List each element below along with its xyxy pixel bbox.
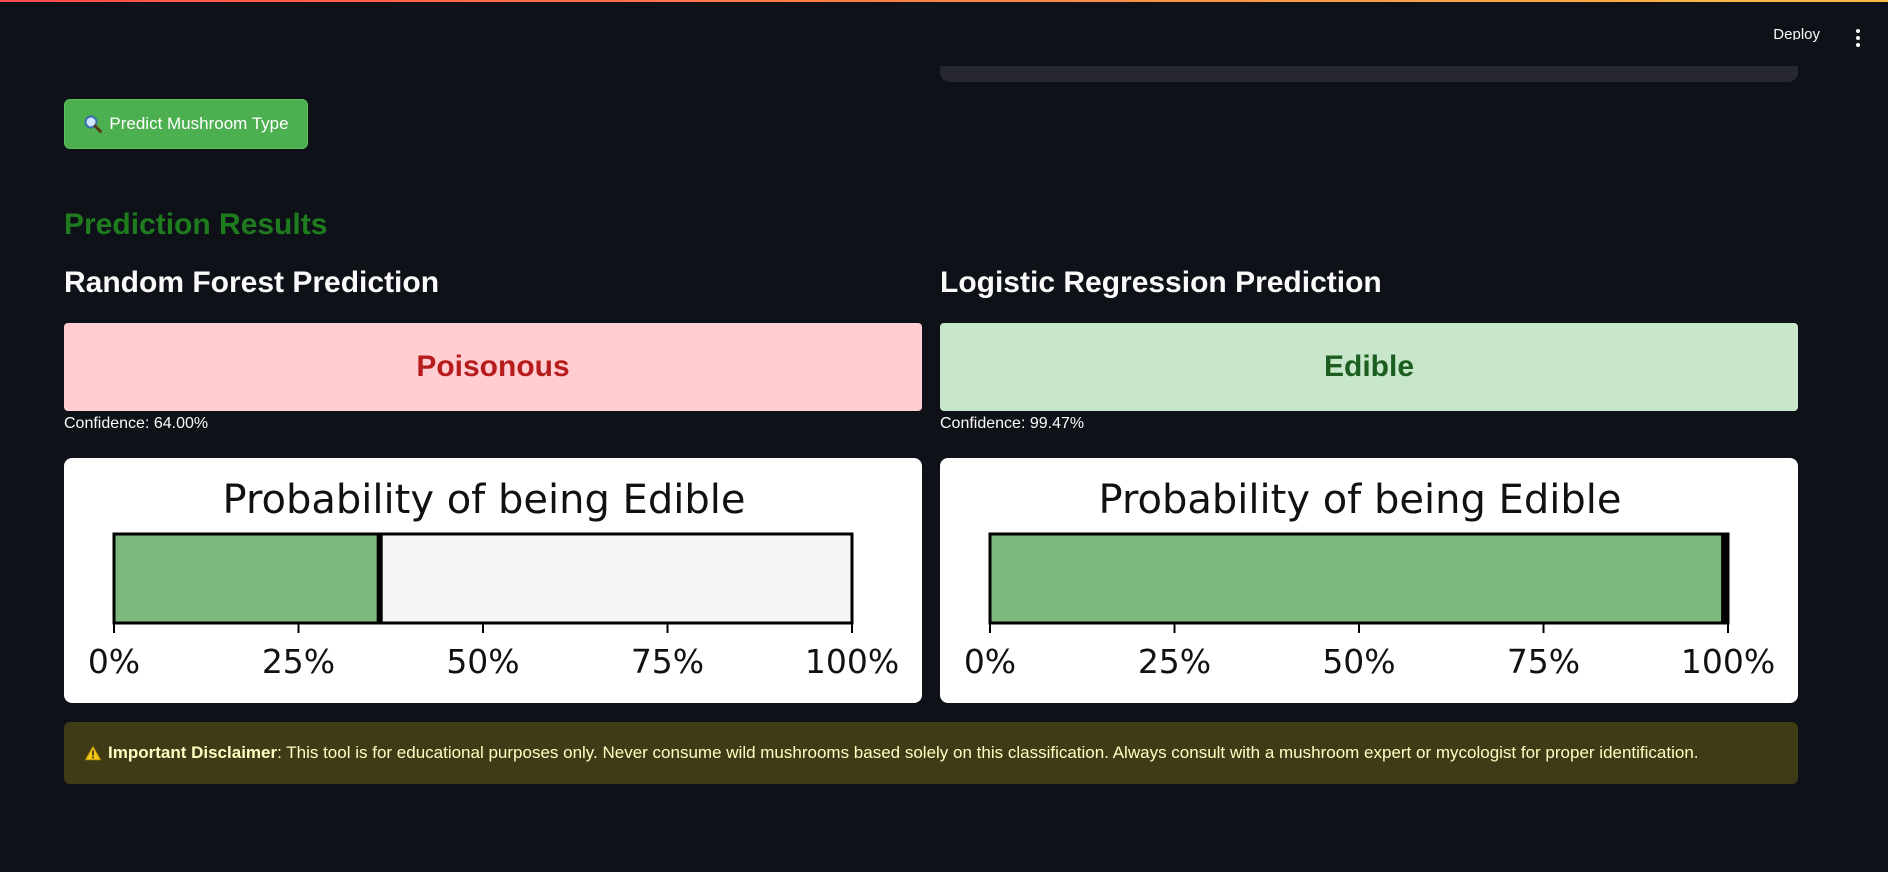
tick-label: 75%: [1507, 642, 1580, 681]
disclaimer-banner: Important Disclaimer: This tool is for e…: [64, 722, 1798, 784]
tick-label: 75%: [631, 642, 704, 681]
edible-bar: [114, 534, 380, 623]
remainder-bar: [379, 534, 852, 623]
chart-title: Probability of being Edible: [223, 477, 746, 523]
tick-label: 25%: [1138, 642, 1211, 681]
edible-bar: [990, 534, 1725, 623]
tick-label: 25%: [262, 642, 335, 681]
chart-title: Probability of being Edible: [1099, 477, 1622, 523]
predict-button-label: Predict Mushroom Type: [109, 114, 289, 133]
random-forest-verdict: Poisonous: [64, 323, 922, 411]
warning-icon: [84, 745, 102, 761]
tick-label: 0%: [964, 642, 1016, 681]
random-forest-probability-chart: Probability of being Edible 0% 25% 50% 75% 10…: [64, 458, 922, 703]
random-forest-heading: Random Forest Prediction: [64, 266, 440, 299]
tick-label: 0%: [88, 642, 140, 681]
logistic-regression-verdict: Edible: [940, 323, 1798, 411]
tick-label: 50%: [1322, 642, 1395, 681]
disclaimer-text: : This tool is for educational purposes …: [277, 743, 1699, 762]
random-forest-confidence: Confidence: 64.00%: [64, 415, 209, 432]
logistic-regression-confidence: Confidence: 99.47%: [940, 415, 1085, 432]
header-mask: [930, 40, 1810, 66]
tick-label: 100%: [805, 642, 899, 681]
disclaimer-label: Important Disclaimer: [108, 743, 278, 762]
predict-mushroom-button[interactable]: Predict Mushroom Type: [64, 99, 308, 149]
deploy-button[interactable]: Deploy: [1773, 26, 1820, 43]
app-header: Deploy: [0, 0, 1888, 60]
magnifier-icon: [84, 115, 103, 133]
top-accent-bar: [0, 0, 1888, 2]
vertical-dots-icon[interactable]: [1848, 26, 1868, 50]
tick-label: 50%: [446, 642, 519, 681]
logistic-regression-heading: Logistic Regression Prediction: [940, 266, 1382, 299]
prediction-results-title: Prediction Results: [64, 208, 328, 241]
tick-label: 100%: [1681, 642, 1775, 681]
logistic-regression-probability-chart: Probability of being Edible 0% 25% 50% 75% 10…: [940, 458, 1798, 703]
